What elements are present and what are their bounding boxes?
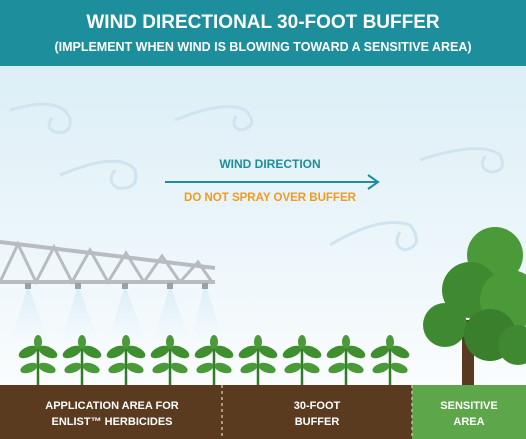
zone-label: 30-FOOT (294, 400, 341, 412)
no-spray-label: DO NOT SPRAY OVER BUFFER (184, 192, 357, 204)
wind-direction-label: WIND DIRECTION (219, 157, 320, 171)
sensitive-ground (412, 385, 526, 439)
zone-label: BUFFER (295, 416, 340, 428)
zone-label: APPLICATION AREA FOR (45, 400, 178, 412)
soil (0, 385, 412, 439)
infographic: WIND DIRECTIONAL 30-FOOT BUFFER (IMPLEME… (0, 0, 526, 439)
header-band (0, 0, 526, 66)
title: WIND DIRECTIONAL 30-FOOT BUFFER (86, 12, 440, 33)
zone-label: ENLIST™ HERBICIDES (51, 416, 172, 428)
zone-label: AREA (453, 416, 484, 428)
subtitle: (IMPLEMENT WHEN WIND IS BLOWING TOWARD A… (54, 40, 471, 54)
zone-label: SENSITIVE (440, 400, 497, 412)
